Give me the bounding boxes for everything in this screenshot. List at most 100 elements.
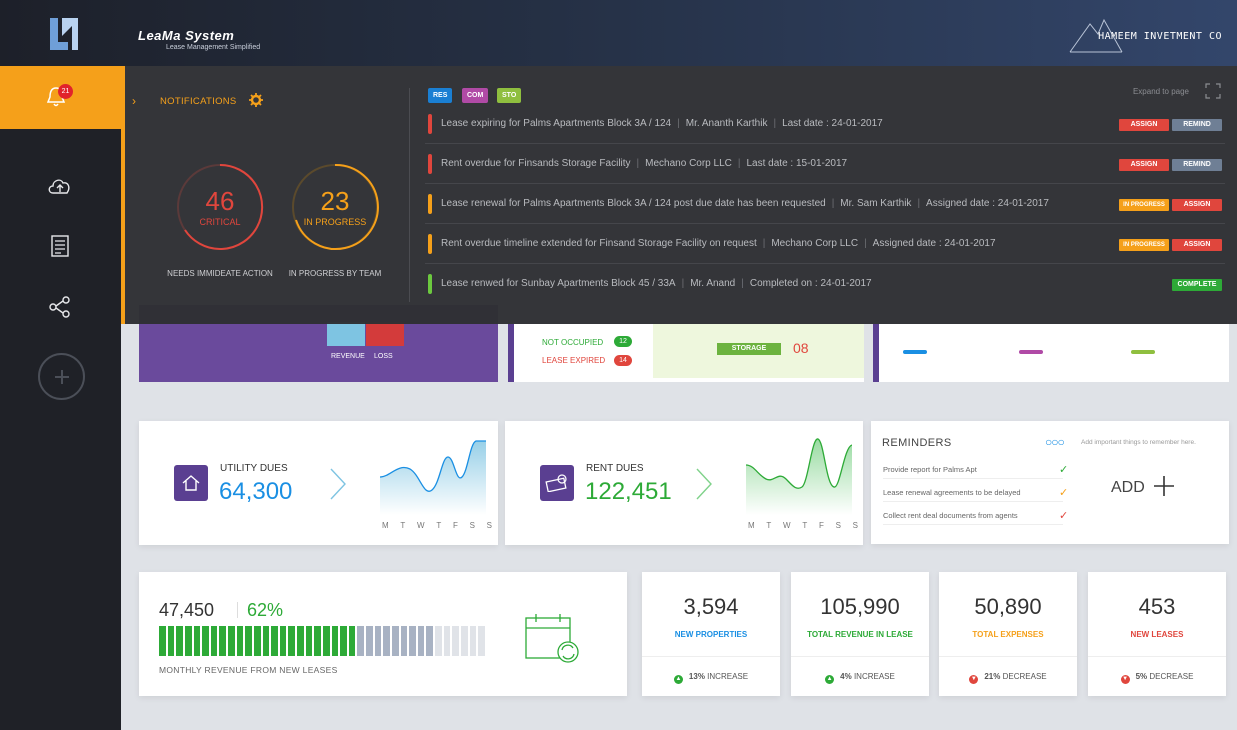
add-reminder-label[interactable]: ADD bbox=[1111, 479, 1145, 496]
expand-to-page-link[interactable]: Expand to page bbox=[1132, 87, 1189, 96]
separator: | bbox=[762, 238, 766, 249]
priority-indicator bbox=[428, 154, 432, 174]
stat-divider bbox=[939, 656, 1077, 657]
filter-tag-res[interactable]: RES bbox=[428, 88, 453, 103]
notification-text: Rent overdue for Finsands Storage Facili… bbox=[441, 158, 847, 169]
loss-bar bbox=[366, 322, 404, 346]
reminders-title: REMINDERS bbox=[882, 437, 952, 449]
progress-segment bbox=[443, 626, 451, 656]
expand-icon[interactable] bbox=[1205, 83, 1221, 99]
progress-segment bbox=[184, 626, 192, 656]
rent-dues-label: RENT DUES bbox=[586, 463, 644, 474]
notification-date: Last date : 15-01-2017 bbox=[746, 158, 848, 169]
in-progress-button[interactable]: IN PROGRESS bbox=[1119, 199, 1169, 211]
remind-button[interactable]: REMIND bbox=[1172, 159, 1222, 171]
stat-card[interactable]: 105,990 TOTAL REVENUE IN LEASE ▲ 4% INCREAS… bbox=[791, 572, 929, 696]
progress-count: 23 bbox=[320, 186, 350, 216]
complete-button[interactable]: COMPLETE bbox=[1172, 279, 1222, 291]
notification-row[interactable]: Rent overdue timeline extended for Finsa… bbox=[425, 224, 1225, 264]
utility-dues-card[interactable]: UTILITY DUES 64,300 M T W T F S S bbox=[139, 421, 498, 545]
notifications-title: NOTIFICATIONS bbox=[160, 96, 237, 107]
notifications-panel: › NOTIFICATIONS 46 CRITICAL NEEDS IMMIDE… bbox=[121, 66, 1237, 324]
cloud-upload-icon[interactable] bbox=[47, 173, 73, 199]
progress-segment bbox=[357, 626, 364, 656]
assign-button[interactable]: ASSIGN bbox=[1172, 199, 1222, 211]
arrow-down-icon: ▼ bbox=[969, 675, 979, 684]
progress-segment bbox=[478, 626, 485, 656]
assign-button[interactable]: ASSIGN bbox=[1172, 239, 1222, 251]
check-icon[interactable]: ✓ bbox=[1059, 464, 1069, 476]
assign-button[interactable]: ASSIGN bbox=[1119, 119, 1169, 131]
notification-party: Mechano Corp LLC bbox=[771, 238, 859, 249]
notification-row[interactable]: Rent overdue for Finsands Storage Facili… bbox=[425, 144, 1225, 184]
separator: | bbox=[917, 198, 921, 209]
stat-card[interactable]: 453 NEW LEASES ▼ 5% DECREASE bbox=[1088, 572, 1226, 696]
stat-value: 50,890 bbox=[974, 594, 1042, 619]
separator: | bbox=[677, 118, 680, 129]
progress-segment bbox=[236, 626, 244, 656]
stat-divider bbox=[1088, 656, 1226, 657]
stat-label: TOTAL EXPENSES bbox=[972, 630, 1044, 639]
sidebar-item-notifications[interactable]: 21 bbox=[0, 66, 121, 129]
rent-dues-card[interactable]: RENT DUES 122,451 M T W T F S S bbox=[505, 421, 863, 545]
utility-sparkline bbox=[380, 440, 486, 515]
storage-count: 08 bbox=[793, 340, 809, 356]
gear-icon[interactable] bbox=[249, 93, 263, 107]
notification-date: Assigned date : 24-01-2017 bbox=[926, 198, 1049, 209]
notification-date: Completed on : 24-01-2017 bbox=[749, 278, 872, 289]
priority-indicator bbox=[428, 114, 432, 134]
progress-segment bbox=[314, 626, 321, 656]
in-progress-button[interactable]: IN PROGRESS bbox=[1119, 239, 1169, 251]
sto-indicator bbox=[1131, 350, 1155, 354]
com-indicator bbox=[1019, 350, 1043, 354]
remind-button[interactable]: REMIND bbox=[1172, 119, 1222, 131]
reminder-item[interactable]: Provide report for Palms Apt ✓ bbox=[883, 464, 1068, 479]
reminder-item[interactable]: Collect rent deal documents from agents … bbox=[883, 510, 1068, 525]
document-list-icon[interactable] bbox=[47, 233, 73, 259]
filter-tag-sto[interactable]: STO bbox=[497, 88, 522, 103]
notification-row[interactable]: Lease renewal for Palms Apartments Block… bbox=[425, 184, 1225, 224]
filter-tag-com[interactable]: COM bbox=[462, 88, 489, 103]
priority-indicator bbox=[428, 274, 432, 294]
assign-button[interactable]: ASSIGN bbox=[1119, 159, 1169, 171]
priority-indicator bbox=[428, 194, 432, 214]
stat-card[interactable]: 50,890 TOTAL EXPENSES ▼ 21% DECREASE bbox=[939, 572, 1077, 696]
separator: | bbox=[741, 278, 744, 289]
separator: | bbox=[737, 158, 741, 169]
notification-row[interactable]: Lease renwed for Sunbay Apartments Block… bbox=[425, 264, 1225, 304]
progress-segment bbox=[400, 626, 408, 656]
stat-label: NEW LEASES bbox=[1130, 630, 1184, 639]
reminder-text: Lease renewal agreements to be delayed bbox=[883, 488, 1021, 497]
logo-icon[interactable] bbox=[46, 14, 82, 54]
utility-day-labels: M T W T F S S bbox=[382, 521, 492, 530]
reminder-item[interactable]: Lease renewal agreements to be delayed ✓ bbox=[883, 487, 1068, 502]
progress-segment bbox=[426, 626, 433, 656]
stat-delta-word: DECREASE bbox=[1002, 672, 1047, 681]
progress-segment bbox=[167, 626, 175, 656]
notification-date: Last date : 24-01-2017 bbox=[782, 118, 883, 129]
card-accent bbox=[873, 324, 879, 382]
progress-segment bbox=[383, 626, 390, 656]
day-label: W bbox=[417, 521, 425, 530]
plus-icon[interactable] bbox=[1153, 475, 1175, 497]
stat-label: TOTAL REVENUE IN LEASE bbox=[807, 630, 913, 639]
check-icon[interactable]: ✓ bbox=[1059, 487, 1069, 499]
rent-card-icon bbox=[540, 465, 574, 501]
company-name[interactable]: HAMEEM INVETMENT CO bbox=[1098, 31, 1222, 42]
priority-indicator bbox=[428, 234, 432, 254]
calendar-refresh-icon bbox=[525, 614, 579, 663]
rent-day-labels: M T W T F S S bbox=[748, 521, 858, 530]
share-icon[interactable] bbox=[47, 294, 73, 320]
check-icon[interactable]: ✓ bbox=[1059, 510, 1069, 522]
more-options-icon[interactable]: ○○○ bbox=[1045, 435, 1065, 449]
add-button[interactable] bbox=[38, 353, 85, 400]
progress-segment bbox=[409, 626, 416, 656]
day-label: M bbox=[382, 521, 389, 530]
stat-delta-percent: 13% bbox=[688, 672, 705, 681]
chevron-right-icon bbox=[696, 468, 712, 500]
rent-dues-value: 122,451 bbox=[585, 478, 672, 505]
stat-card[interactable]: 3,594 NEW PROPERTIES ▲ 13% INCREASE bbox=[642, 572, 780, 696]
notification-row[interactable]: Lease expiring for Palms Apartments Bloc… bbox=[425, 104, 1225, 144]
collapse-chevron-icon[interactable]: › bbox=[132, 94, 136, 108]
notification-message: Rent overdue for Finsands Storage Facili… bbox=[441, 158, 631, 169]
